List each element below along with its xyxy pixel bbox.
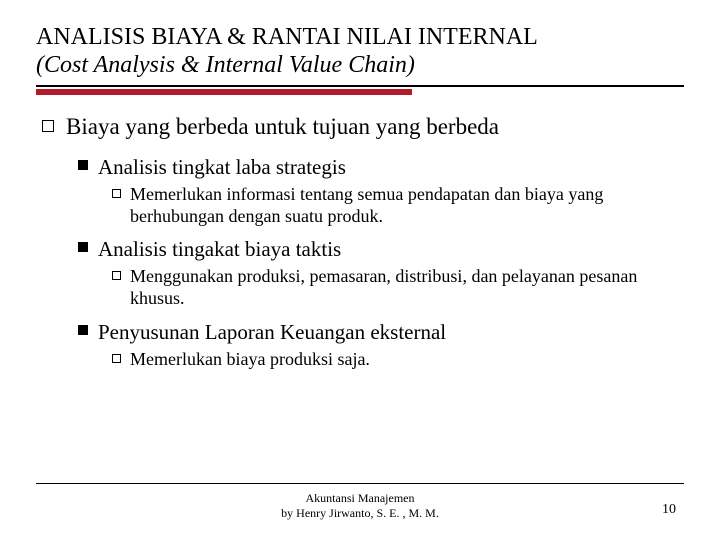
bullet-level2-text: Analisis tingkat laba strategis <box>98 155 346 180</box>
bullet-level1: Biaya yang berbeda untuk tujuan yang ber… <box>42 113 684 141</box>
title-rule <box>36 85 684 95</box>
bullet-level2: Analisis tingkat laba strategis <box>78 155 684 180</box>
footer-rule <box>36 483 684 484</box>
bullet-level2: Penyusunan Laporan Keuangan eksternal <box>78 320 684 345</box>
bullet-level3-text: Memerlukan informasi tentang semua penda… <box>130 184 670 227</box>
bullet-level2-text: Penyusunan Laporan Keuangan eksternal <box>98 320 446 345</box>
bullet-level3: Memerlukan biaya produksi saja. <box>112 349 684 371</box>
bullet-level3: Memerlukan informasi tentang semua penda… <box>112 184 684 227</box>
title-block: ANALISIS BIAYA & RANTAI NILAI INTERNAL (… <box>36 24 684 79</box>
bullet-level2: Analisis tingakat biaya taktis <box>78 237 684 262</box>
rule-thick <box>36 89 412 95</box>
bullet-level3: Menggunakan produksi, pemasaran, distrib… <box>112 266 684 309</box>
bullet-level3-text: Memerlukan biaya produksi saja. <box>130 349 370 371</box>
footer-line-1: Akuntansi Manajemen <box>0 491 720 505</box>
footer-center: Akuntansi Manajemen by Henry Jirwanto, S… <box>0 491 720 520</box>
square-filled-icon <box>78 242 88 252</box>
bullet-level1-text: Biaya yang berbeda untuk tujuan yang ber… <box>66 113 499 141</box>
square-filled-icon <box>78 325 88 335</box>
slide: ANALISIS BIAYA & RANTAI NILAI INTERNAL (… <box>0 0 720 540</box>
rule-thin <box>36 85 684 87</box>
bullet-level2-text: Analisis tingakat biaya taktis <box>98 237 341 262</box>
square-open-icon <box>112 354 121 363</box>
page-number: 10 <box>662 502 676 518</box>
square-open-icon <box>112 189 121 198</box>
title-line-1: ANALISIS BIAYA & RANTAI NILAI INTERNAL <box>36 24 684 52</box>
title-line-2: (Cost Analysis & Internal Value Chain) <box>36 52 684 80</box>
footer-line-2: by Henry Jirwanto, S. E. , M. M. <box>0 506 720 520</box>
footer: Akuntansi Manajemen by Henry Jirwanto, S… <box>0 491 720 520</box>
bullet-level3-text: Menggunakan produksi, pemasaran, distrib… <box>130 266 670 309</box>
square-filled-icon <box>78 160 88 170</box>
square-open-icon <box>42 120 54 132</box>
square-open-icon <box>112 271 121 280</box>
